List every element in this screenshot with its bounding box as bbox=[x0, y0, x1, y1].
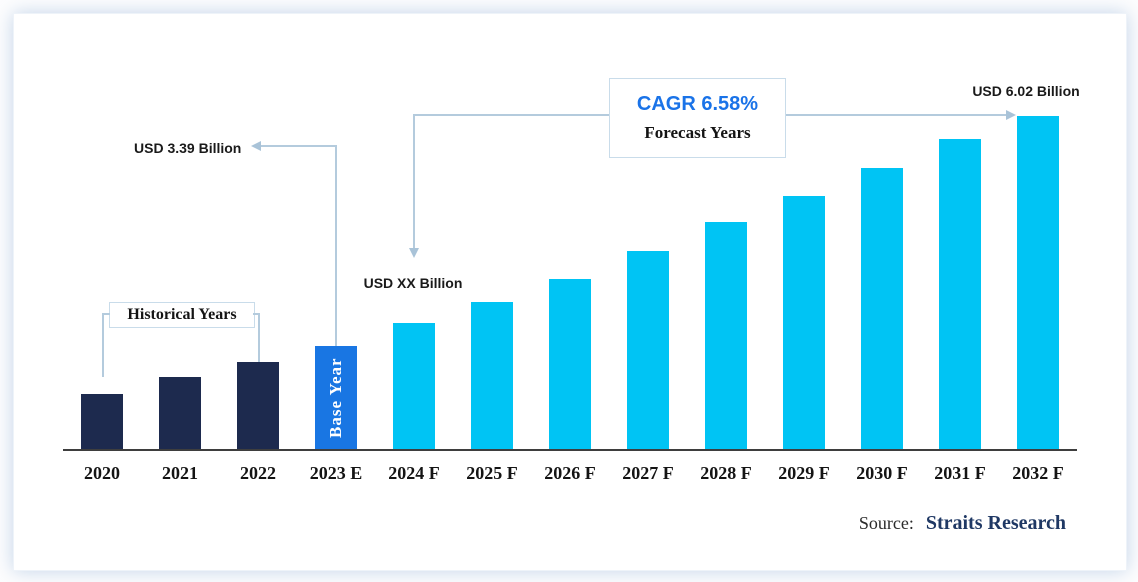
bar-2025-f bbox=[471, 302, 513, 449]
cagr-line-left-horizontal bbox=[413, 114, 609, 116]
forecast-years-label: Forecast Years bbox=[644, 123, 751, 142]
bar-column-2021 bbox=[141, 14, 219, 449]
arrowhead-down-icon bbox=[409, 248, 419, 258]
bar-2030-f bbox=[861, 168, 903, 449]
source-line: Source: Straits Research bbox=[859, 512, 1066, 535]
historical-bracket-right-vertical bbox=[258, 313, 260, 362]
value-label-2023: USD 3.39 Billion bbox=[134, 140, 242, 156]
source-prefix: Source: bbox=[858, 513, 914, 533]
x-tick-2024-f: 2024 F bbox=[388, 463, 440, 483]
bar-2021 bbox=[159, 377, 201, 449]
x-axis-line bbox=[63, 449, 1077, 451]
x-tick-2021: 2021 bbox=[162, 463, 198, 483]
historical-bracket-left-vertical bbox=[102, 313, 104, 377]
base-year-inner-label: Base Year bbox=[326, 357, 345, 438]
bar-column-2029-f bbox=[765, 14, 843, 449]
x-tick-2030-f: 2030 F bbox=[856, 463, 908, 483]
callout-line-2023-horizontal bbox=[261, 145, 335, 147]
bar-2032-f bbox=[1017, 116, 1059, 449]
historical-years-label: Historical Years bbox=[127, 306, 237, 323]
x-tick-2020: 2020 bbox=[84, 463, 120, 483]
bar-column-2020 bbox=[63, 14, 141, 449]
bar-2031-f bbox=[939, 139, 981, 449]
bar-column-2027-f bbox=[609, 14, 687, 449]
value-label-2024: USD XX Billion bbox=[363, 275, 463, 291]
x-tick-2032-f: 2032 F bbox=[1012, 463, 1064, 483]
bar-2026-f bbox=[549, 279, 591, 449]
bar-2024-f bbox=[393, 323, 435, 449]
bar-2023-e: Base Year bbox=[315, 346, 357, 449]
historical-bracket-right-horizontal bbox=[253, 313, 259, 315]
x-tick-2025-f: 2025 F bbox=[466, 463, 518, 483]
arrowhead-right-icon bbox=[1006, 110, 1016, 120]
bar-column-2024-f bbox=[375, 14, 453, 449]
plot-area: Base Year bbox=[63, 14, 1077, 449]
historical-years-box: Historical Years bbox=[109, 302, 255, 328]
x-tick-2027-f: 2027 F bbox=[622, 463, 674, 483]
arrowhead-left-icon bbox=[251, 141, 261, 151]
x-axis-labels: 2020 2021 2022 2023 E 2024 F 2025 F 2026 F 2027… bbox=[63, 463, 1077, 484]
callout-line-2023-vertical bbox=[335, 145, 337, 346]
bar-2027-f bbox=[627, 251, 669, 449]
x-tick-2022: 2022 bbox=[240, 463, 276, 483]
x-tick-2026-f: 2026 F bbox=[544, 463, 596, 483]
x-tick-2028-f: 2028 F bbox=[700, 463, 752, 483]
x-tick-2031-f: 2031 F bbox=[934, 463, 986, 483]
bar-column-2028-f bbox=[687, 14, 765, 449]
value-label-2032: USD 6.02 Billion bbox=[972, 83, 1080, 99]
bar-2028-f bbox=[705, 222, 747, 449]
source-name: Straits Research bbox=[925, 512, 1066, 534]
x-tick-2029-f: 2029 F bbox=[778, 463, 830, 483]
historical-bracket-left-horizontal bbox=[102, 313, 110, 315]
bar-column-2025-f bbox=[453, 14, 531, 449]
bar-column-2032-f bbox=[999, 14, 1077, 449]
bar-2029-f bbox=[783, 196, 825, 449]
bar-column-2023-e: Base Year bbox=[297, 14, 375, 449]
bar-2020 bbox=[81, 394, 123, 449]
x-tick-2023-e: 2023 E bbox=[309, 463, 363, 483]
cagr-line-left-vertical bbox=[413, 114, 415, 248]
cagr-box: CAGR 6.58% Forecast Years bbox=[609, 78, 786, 158]
cagr-value-label: CAGR 6.58% bbox=[636, 93, 759, 115]
bar-column-2026-f bbox=[531, 14, 609, 449]
bar-column-2022 bbox=[219, 14, 297, 449]
bar-2022 bbox=[237, 362, 279, 449]
chart-card: Base Year 2020 2021 2022 2023 E 2024 F 2025 F… bbox=[13, 13, 1127, 571]
cagr-line-right-horizontal bbox=[784, 114, 1006, 116]
bar-column-2031-f bbox=[921, 14, 999, 449]
bar-column-2030-f bbox=[843, 14, 921, 449]
